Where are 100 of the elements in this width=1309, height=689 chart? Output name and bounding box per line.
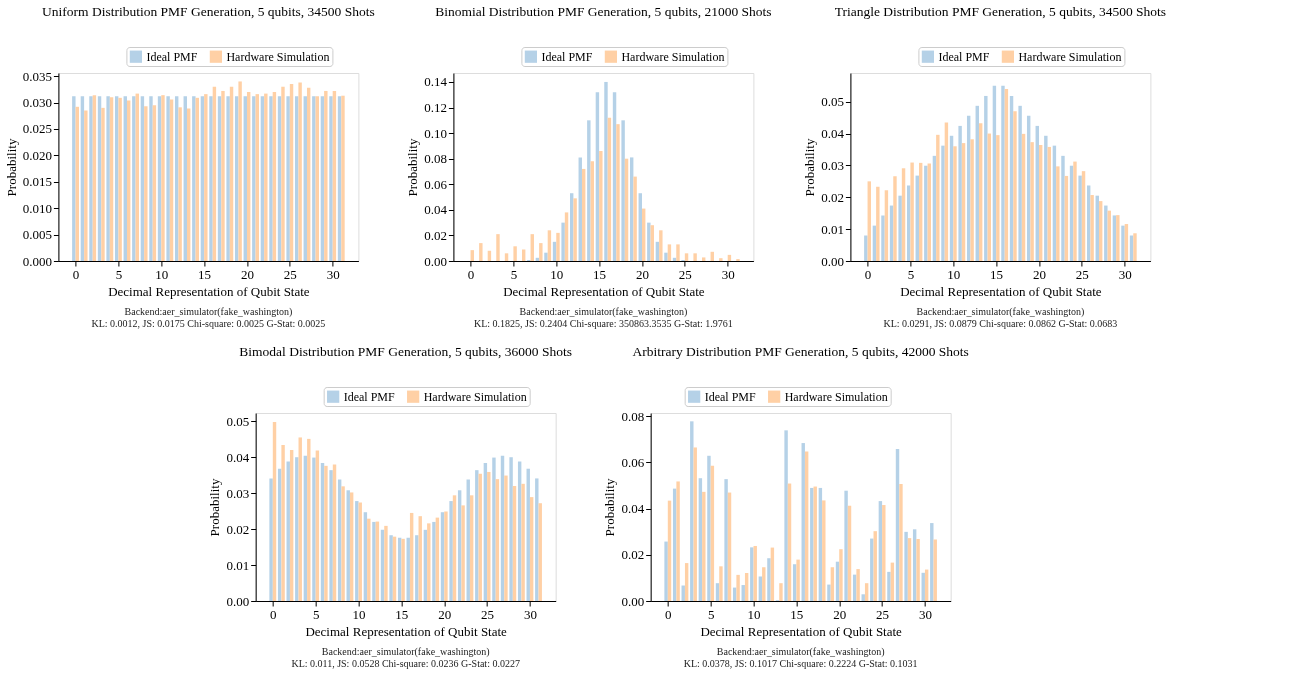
x-tick-label: 15 xyxy=(395,606,409,622)
y-tick-label: 0.02 xyxy=(621,547,645,563)
bar xyxy=(312,457,316,601)
chart-title: Binomial Distribution PMF Generation, 5 qubits, 21000 Shots xyxy=(435,4,772,19)
bar xyxy=(556,232,560,261)
y-tick-label: 0.020 xyxy=(22,147,52,163)
bar xyxy=(893,176,897,261)
text: Backend:aer_simulator(fake_washington) xyxy=(916,306,1085,318)
x-tick-label: 10 xyxy=(947,266,961,282)
x-tick-label: 5 xyxy=(312,606,320,622)
x-tick-label: 15 xyxy=(593,266,607,282)
bar xyxy=(492,457,496,601)
legend-label: Ideal PMF xyxy=(938,49,990,64)
chart-title: Triangle Distribution PMF Generation, 5 qubits, 34500 Shots xyxy=(834,4,1167,19)
bar xyxy=(449,501,453,601)
bar xyxy=(432,521,436,601)
bar xyxy=(702,491,706,601)
x-tick-label: 10 xyxy=(352,606,366,622)
bar xyxy=(1061,155,1065,261)
bar xyxy=(504,475,508,601)
bar xyxy=(916,539,920,601)
bar xyxy=(298,82,302,261)
bar xyxy=(904,531,908,601)
bar xyxy=(936,134,940,261)
chart-title: Uniform Distribution PMF Generation, 5 qubits, 34500 Shots xyxy=(42,4,375,19)
bar xyxy=(204,94,208,261)
bar xyxy=(561,222,565,261)
bar xyxy=(1121,225,1125,261)
y-tick-label: 0.03 xyxy=(821,157,844,173)
y-tick-label: 0.035 xyxy=(22,68,52,84)
y-tick-label: 0.06 xyxy=(424,176,448,192)
x-axis-title: Decimal Representation of Qubit State xyxy=(503,283,705,299)
bar xyxy=(621,120,625,261)
bar xyxy=(604,81,608,261)
bar xyxy=(616,124,620,261)
bar xyxy=(633,176,637,261)
y-tick-label: 0.03 xyxy=(226,485,250,501)
y-tick-label: 0.010 xyxy=(22,200,52,216)
bar xyxy=(513,246,517,261)
bar xyxy=(784,430,788,601)
text: Backend:aer_simulator(fake_washington) xyxy=(519,306,688,318)
bar xyxy=(664,252,668,261)
x-tick-label: 20 xyxy=(438,606,452,622)
chart-title: Bimodal Distribution PMF Generation, 5 qubits, 36000 Shots xyxy=(239,344,572,359)
y-tick-label: 0.02 xyxy=(821,189,844,205)
bar xyxy=(149,96,153,261)
bar xyxy=(372,521,376,601)
legend-label: Ideal PMF xyxy=(146,49,198,64)
legend-label: Hardware Simulation xyxy=(621,49,725,64)
x-tick-label: 0 xyxy=(72,266,80,282)
bar xyxy=(899,483,903,601)
text: KL: 0.0378, JS: 0.1017 Chi-square: 0.2224 G-Stat: 0.1031 xyxy=(683,658,918,669)
bar xyxy=(444,511,448,601)
y-tick-label: 0.04 xyxy=(621,501,645,516)
legend-label: Ideal PMF xyxy=(541,49,593,64)
bar xyxy=(719,258,723,261)
x-tick-label: 0 xyxy=(467,266,475,282)
y-tick-label: 0.08 xyxy=(424,151,447,167)
bar xyxy=(870,538,874,601)
bar xyxy=(736,574,740,601)
x-tick-label: 15 xyxy=(790,606,804,622)
bar xyxy=(724,479,728,601)
bar xyxy=(864,235,868,261)
bar xyxy=(1030,142,1034,261)
bar xyxy=(72,96,76,261)
bar xyxy=(389,535,393,601)
bar xyxy=(1078,175,1082,261)
bar xyxy=(844,490,848,601)
x-axis-title: Decimal Representation of Qubit State xyxy=(108,283,310,299)
text: KL: 0.0012, JS: 0.0175 Chi-square: 0.0025 G-Stat: 0.0025 xyxy=(91,318,326,329)
bar xyxy=(910,162,914,261)
x-tick-label: 30 xyxy=(1118,266,1132,282)
bar xyxy=(367,518,371,601)
bar xyxy=(209,96,213,261)
bar xyxy=(544,252,548,261)
y-tick-label: 0.030 xyxy=(22,95,52,111)
text: KL: 0.0291, JS: 0.0879 Chi-square: 0.0862 G-Stat: 0.0683 xyxy=(883,318,1118,329)
x-axis-title: Decimal Representation of Qubit State xyxy=(700,623,903,639)
bar xyxy=(521,483,525,601)
bar xyxy=(161,95,165,261)
bar xyxy=(341,486,345,601)
x-tick-label: 5 xyxy=(115,266,123,282)
y-tick-label: 0.02 xyxy=(226,521,250,537)
x-tick-label: 30 xyxy=(523,606,537,622)
bar xyxy=(861,594,865,601)
text: Backend:aer_simulator(fake_washington) xyxy=(716,646,885,658)
y-tick-label: 0.04 xyxy=(821,126,845,142)
bar xyxy=(719,566,723,601)
chart-title: Arbitrary Distribution PMF Generation, 5 qubits, 42000 Shots xyxy=(632,344,969,359)
legend-label: Hardware Simulation xyxy=(784,389,888,404)
bar xyxy=(324,90,328,261)
bar xyxy=(1090,195,1094,261)
bar xyxy=(1073,161,1077,261)
bar xyxy=(281,444,285,601)
x-tick-label: 10 xyxy=(747,606,761,622)
bar xyxy=(226,96,230,261)
text: KL: 0.011, JS: 0.0528 Chi-square: 0.0236 G-Stat: 0.0227 xyxy=(291,658,520,669)
bar xyxy=(659,230,663,261)
bar xyxy=(118,97,122,261)
x-tick-label: 25 xyxy=(876,606,890,622)
